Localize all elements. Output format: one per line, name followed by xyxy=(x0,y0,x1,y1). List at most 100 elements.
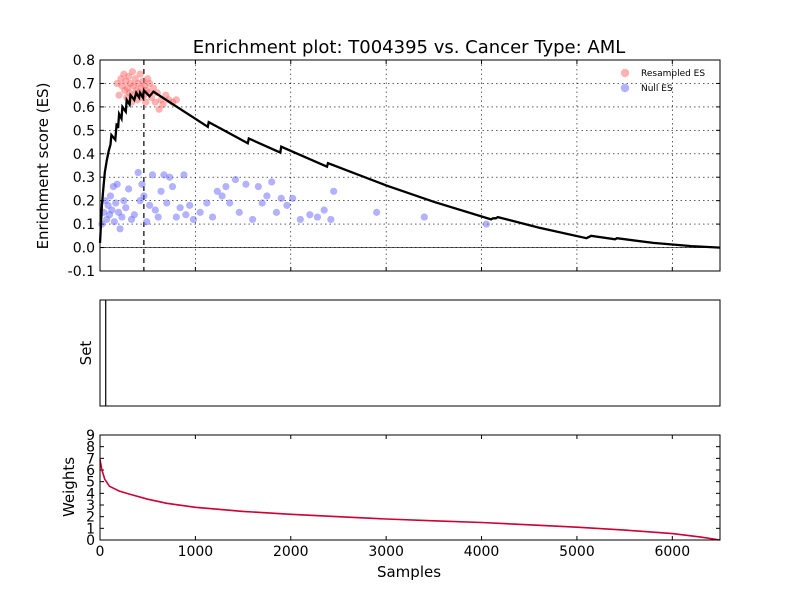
null-es-point xyxy=(196,208,204,216)
null-es-point xyxy=(113,180,121,188)
es-y-tick-label: 0.4 xyxy=(73,147,95,163)
null-es-point xyxy=(208,213,217,221)
es-y-tick-label: 0.8 xyxy=(73,53,95,69)
null-es-point xyxy=(254,183,262,191)
null-es-point xyxy=(189,215,198,224)
null-es-point xyxy=(226,199,234,207)
null-es-point xyxy=(249,215,257,224)
null-es-point xyxy=(110,218,118,226)
es-y-tick-label: 0.0 xyxy=(73,241,95,257)
null-es-point xyxy=(373,208,381,216)
null-es-point xyxy=(118,213,126,221)
es-y-tick-label: 0.5 xyxy=(73,123,95,139)
weights-x-tick-label: 0 xyxy=(96,544,105,560)
null-es-point xyxy=(263,192,271,200)
null-es-point xyxy=(168,183,177,191)
null-es-point xyxy=(108,206,116,214)
null-es-point xyxy=(420,213,428,221)
es-running-line xyxy=(98,88,721,249)
weights-y-axis-label: Weights xyxy=(60,457,78,517)
weights-y-tick-label: 9 xyxy=(86,428,95,444)
chart-title: Enrichment plot: T004395 vs. Cancer Type… xyxy=(193,37,626,58)
null-es-point xyxy=(313,213,322,221)
weights-frame xyxy=(99,434,721,541)
null-es-point xyxy=(157,187,165,195)
weights-y-tick-label: 4 xyxy=(86,486,95,502)
set-y-axis-label: Set xyxy=(77,341,95,366)
es-y-tick-label: 0.7 xyxy=(73,76,95,92)
resampled-es-point xyxy=(128,68,137,76)
weights-x-tick-label: 2000 xyxy=(273,544,309,560)
weights-line xyxy=(99,459,721,541)
null-es-point xyxy=(166,173,174,181)
null-es-point xyxy=(296,215,304,224)
weights-y-tick-label: 6 xyxy=(86,463,95,479)
weights-x-tick-label: 1000 xyxy=(178,544,214,560)
null-es-point xyxy=(120,197,128,205)
weights-y-tick-label: 3 xyxy=(86,498,95,514)
weights-marks xyxy=(99,459,721,541)
null-es-point xyxy=(231,175,240,184)
set-panel: Set xyxy=(77,299,721,407)
null-es-point xyxy=(146,201,154,209)
null-es-point xyxy=(172,213,180,221)
legend-marker-resampled xyxy=(620,68,630,78)
es-marks xyxy=(98,60,721,271)
null-es-point xyxy=(143,218,151,226)
null-es-point xyxy=(222,183,230,191)
resampled-es-point xyxy=(142,98,150,106)
null-es-point xyxy=(151,206,159,214)
null-es-point xyxy=(482,220,490,228)
null-es-point xyxy=(258,199,266,207)
es-axes: -0.1 0.0 0.1 0.2 0.3 0.4 0.5 0.6 0.7 0.8 xyxy=(68,53,720,280)
weights-y-tick-label: 0 xyxy=(86,533,95,549)
null-es-point xyxy=(130,211,138,219)
weights-y-tick-label: 5 xyxy=(86,475,95,491)
resampled-es-point xyxy=(151,98,159,106)
weights-y-tick-label: 2 xyxy=(86,510,95,526)
null-es-point xyxy=(122,204,130,212)
null-es-point xyxy=(203,199,211,207)
es-y-axis-label: Enrichment score (ES) xyxy=(34,83,52,250)
null-es-point xyxy=(272,208,281,216)
es-y-tick-label: -0.1 xyxy=(68,264,95,280)
null-es-point xyxy=(327,215,335,224)
null-es-point xyxy=(186,201,194,209)
weights-x-tick-label: 5000 xyxy=(559,544,595,560)
set-frame xyxy=(99,299,721,407)
weights-x-tick-label: 4000 xyxy=(464,544,500,560)
resampled-es-point xyxy=(136,70,144,78)
null-es-point xyxy=(235,208,243,216)
es-frame xyxy=(99,59,721,272)
resampled-es-point xyxy=(159,100,167,109)
null-es-point xyxy=(182,211,190,219)
null-es-point xyxy=(306,211,314,219)
null-es-point xyxy=(138,180,146,188)
null-es-point xyxy=(154,213,162,221)
null-es-point xyxy=(320,206,328,214)
weights-y-tick-label: 1 xyxy=(86,521,95,537)
null-es-point xyxy=(106,192,115,200)
legend: Resampled ES Null ES xyxy=(620,68,705,94)
es-y-tick-label: 0.1 xyxy=(73,217,95,233)
null-es-point xyxy=(125,185,133,193)
null-es-point xyxy=(289,194,297,202)
weights-y-tick-label: 7 xyxy=(86,451,95,467)
es-y-tick-label: 0.3 xyxy=(73,170,95,186)
x-axis-label: Samples xyxy=(377,563,441,581)
null-es-point xyxy=(134,168,142,177)
weights-x-tick-label: 6000 xyxy=(654,544,690,560)
null-es-point xyxy=(140,192,148,200)
null-es-point xyxy=(180,171,188,179)
null-es-point xyxy=(242,180,250,188)
null-es-point xyxy=(213,187,221,195)
legend-label-null: Null ES xyxy=(641,84,673,94)
weights-y-tick-label: 8 xyxy=(86,440,95,456)
legend-marker-null xyxy=(620,83,630,93)
null-es-point xyxy=(116,225,124,233)
weights-x-tick-label: 3000 xyxy=(368,544,404,560)
es-y-tick-label: 0.2 xyxy=(73,194,95,210)
null-es-point xyxy=(330,187,338,195)
null-es-point xyxy=(268,178,276,186)
